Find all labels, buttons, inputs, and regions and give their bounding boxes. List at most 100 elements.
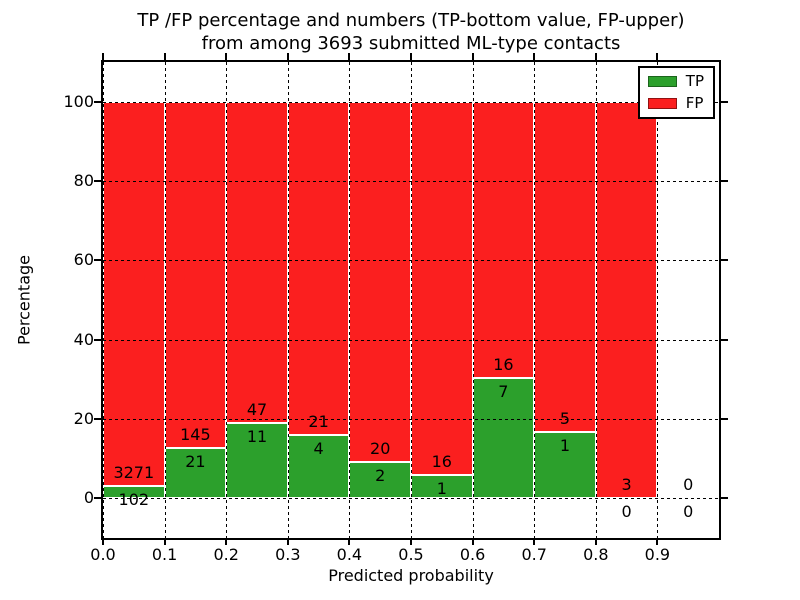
fp-count-label: 16 [431,452,452,471]
y-tick-label: 0 [83,488,94,508]
x-tick-label: 0.4 [336,545,363,564]
gridline-x [349,62,351,538]
tp-count-label: 21 [185,452,206,472]
y-tick-right [721,338,728,341]
tp-count-label: 0 [621,502,632,522]
x-tick-bottom [102,538,104,545]
fp-count-label: 145 [180,425,211,445]
x-tick-label: 0.7 [521,545,547,564]
bar-segment-fp [164,101,227,449]
fp-count-label: 16 [493,354,514,374]
fp-count-label: 0 [683,475,694,495]
x-tick-bottom [533,538,536,545]
y-tick-label: 60 [73,250,94,270]
fp-count-label: 21 [308,411,329,431]
x-tick-top [410,53,412,60]
bar-segment-tp [349,462,411,499]
gridline-x [164,62,166,538]
x-tick-label: 0.1 [151,545,178,564]
gridline-x [595,62,597,538]
legend-swatch-tp [647,76,677,87]
fp-count-label: 3271 [113,463,155,483]
x-tick-bottom [656,538,659,545]
fp-count-label: 3 [621,475,632,495]
y-tick-left [94,259,101,262]
tp-count-label: 2 [375,466,386,486]
y-tick-label: 20 [73,409,94,428]
tp-count-label: 102 [118,490,150,510]
y-tick-right [721,497,728,500]
bars-layer [103,62,719,538]
x-tick-bottom [471,538,474,545]
x-tick-top [102,53,104,60]
bar-segment-tp [287,434,350,499]
x-tick-top [656,53,659,60]
x-tick-bottom [348,538,351,545]
x-tick-bottom [410,538,412,545]
y-tick-right [721,180,728,182]
x-tick-bottom [594,538,597,545]
y-tick-left [94,418,101,420]
chart-title: TP /FP percentage and numbers (TP-bottom… [103,9,719,55]
y-tick-right [721,418,728,420]
y-tick-label: 40 [73,329,94,349]
bar-segment-fp [349,101,411,463]
x-tick-label: 0.2 [213,545,239,564]
gridline-x [411,62,412,538]
bar-segment-fp [226,101,288,424]
bar-segment-fp [534,101,596,433]
y-tick-left [94,180,101,182]
y-tick-right [721,100,728,103]
x-tick-top [594,53,597,60]
x-tick-top [163,53,166,60]
gridline-x [226,62,228,538]
tp-count-label: 1 [559,436,571,456]
bar-segment-fp [472,101,535,378]
gridline-x [657,62,659,538]
grid-layer [103,62,719,538]
x-tick-label: 0.9 [644,545,671,564]
y-tick-left [94,497,101,500]
x-tick-top [348,53,351,60]
bar-segment-fp [595,101,658,499]
x-tick-top [286,53,289,60]
bar-segment-tp [534,432,596,499]
legend-swatch-fp [647,98,677,109]
y-tick-left [94,338,101,341]
y-tick-left [94,100,101,103]
bar-segment-fp [103,101,165,487]
legend-item: FP [647,94,704,112]
tp-count-label: 11 [246,427,268,447]
bar-segment-fp [287,101,350,435]
legend-item: TP [647,72,704,90]
y-tick-label: 80 [73,171,94,190]
x-tick-top [225,53,228,60]
annotation-layer: 3271 102 145 21 47 11 21 4 20 2 16 1 16 7 5 1 3 0 0 0 [103,62,719,538]
x-tick-label: 0.3 [275,545,301,564]
x-tick-label: 0.5 [398,545,424,564]
legend-label: FP [685,94,704,112]
x-axis-label: Predicted probability [328,566,494,585]
y-axis-label: Percentage [14,254,34,346]
tp-count-label: 1 [436,479,447,498]
y-tick-label: 100 [63,91,94,111]
bar-segment-tp [226,423,288,499]
x-tick-top [471,53,474,60]
legend-label: TP [685,72,704,90]
tp-count-label: 4 [313,438,324,458]
chart-title-line2: from among 3693 submitted ML-type contac… [201,33,621,54]
fp-count-label: 20 [370,439,391,459]
legend: TP FP [637,66,715,119]
tp-count-label: 7 [498,381,509,401]
y-tick-right [721,259,728,262]
gridline-x [287,62,289,538]
gridline-x [472,62,474,538]
fp-count-label: 47 [246,400,268,420]
gridline-x [103,62,104,538]
tp-count-label: 0 [683,502,694,522]
fp-count-label: 5 [559,409,571,429]
chart-title-line1: TP /FP percentage and numbers (TP-bottom… [137,10,685,31]
x-tick-label: 0.0 [90,545,116,564]
x-tick-bottom [225,538,228,545]
